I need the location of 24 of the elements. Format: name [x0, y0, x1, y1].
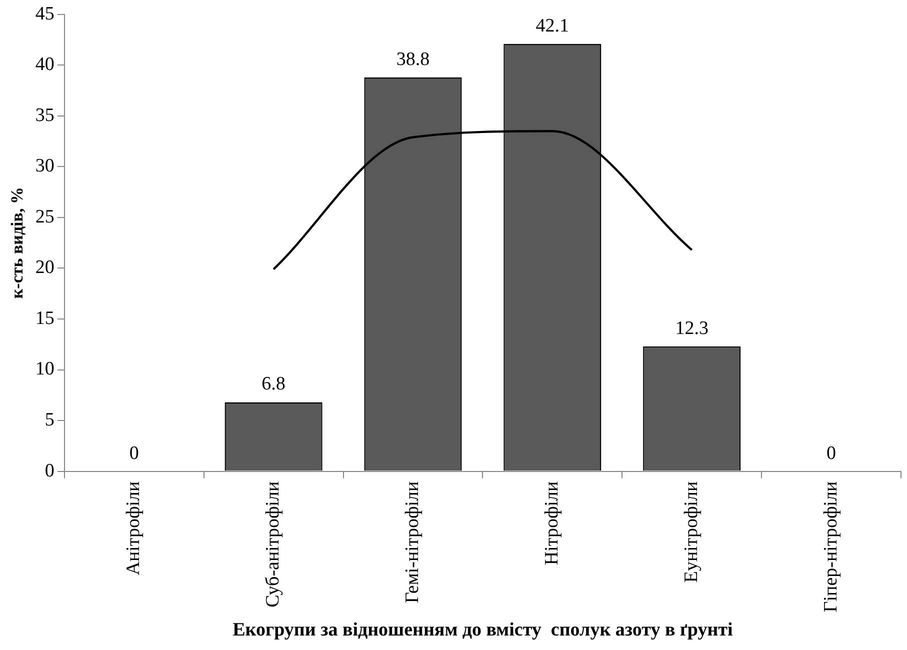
data-label: 38.8 — [396, 48, 430, 70]
data-label: 0 — [129, 442, 139, 464]
x-tick-label: Нітрофіли — [541, 481, 562, 566]
y-tick-label: 5 — [44, 410, 54, 431]
data-label: 0 — [826, 442, 836, 464]
data-label: 6.8 — [262, 374, 286, 395]
y-tick-label: 30 — [35, 156, 54, 177]
data-label: 12.3 — [675, 318, 708, 339]
x-tick-label: Гемі-нітрофіли — [402, 481, 423, 604]
y-tick-label: 10 — [35, 358, 54, 380]
y-tick-label: 15 — [35, 308, 54, 329]
x-tick-label: Анітрофіли — [123, 481, 144, 576]
x-tick-label: Гіпер-нітрофіли — [820, 481, 842, 612]
y-tick-label: 40 — [35, 54, 54, 76]
x-axis-title: Екогрупи за відношенням до вмісту сполук азоту в ґрунті — [232, 620, 733, 641]
y-tick-label: 25 — [35, 206, 54, 228]
x-tick-label: Еунітрофіли — [680, 481, 702, 583]
y-tick-label: 45 — [35, 3, 54, 24]
y-tick-label: 20 — [35, 257, 54, 278]
y-tick-label: 0 — [44, 460, 54, 482]
x-tick-label: Суб-анітрофіли — [262, 481, 284, 608]
y-axis-title: к-сть видів, % — [8, 187, 27, 299]
data-label: 42.1 — [536, 15, 570, 36]
y-tick-label: 35 — [35, 104, 54, 126]
